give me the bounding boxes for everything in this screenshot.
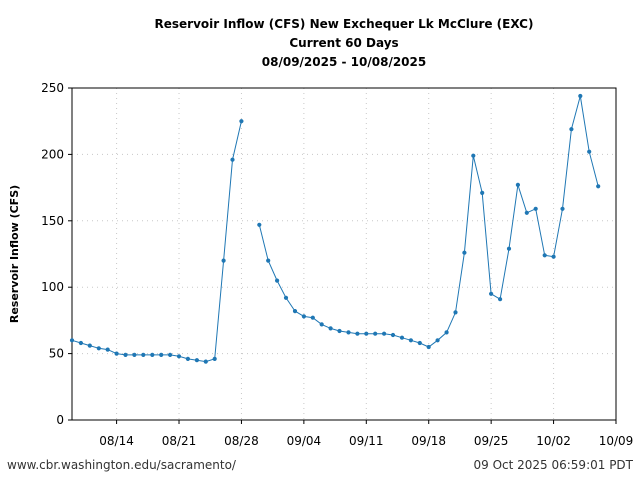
data-point — [203, 359, 208, 364]
data-point — [87, 343, 92, 348]
data-point — [132, 352, 137, 358]
data-point — [212, 356, 217, 362]
x-tick-label: 09/18 — [411, 434, 446, 448]
y-tick-label: 50 — [49, 347, 64, 361]
data-point — [319, 322, 324, 327]
data-point — [587, 149, 592, 154]
data-point — [141, 352, 146, 358]
data-point — [533, 206, 538, 211]
x-tick-label: 08/21 — [162, 434, 197, 448]
data-point — [328, 326, 333, 331]
chart-title-line-2: Current 60 Days — [289, 36, 398, 50]
data-point — [578, 93, 583, 99]
series-line-segment — [71, 121, 242, 363]
x-tick-label: 09/04 — [287, 434, 322, 448]
series-inflow — [69, 93, 601, 364]
x-tick-label: 09/25 — [474, 434, 509, 448]
data-point — [462, 250, 467, 255]
data-point — [524, 210, 529, 215]
data-point — [489, 291, 494, 296]
data-point — [96, 346, 101, 351]
data-point — [498, 297, 503, 302]
y-tick-label: 0 — [56, 413, 64, 427]
data-point — [373, 331, 378, 336]
x-tick-label: 10/09 — [599, 434, 634, 448]
data-point — [408, 338, 414, 343]
x-tick-label: 08/28 — [224, 434, 259, 448]
chart-title: Reservoir Inflow (CFS) New Exchequer Lk … — [155, 17, 534, 69]
footer-source-url: www.cbr.washington.edu/sacramento/ — [7, 458, 236, 472]
data-point — [221, 258, 226, 263]
data-point — [515, 182, 521, 187]
data-point — [435, 338, 440, 343]
x-tick-label: 08/14 — [99, 434, 134, 448]
data-point — [105, 347, 110, 352]
data-point — [239, 119, 244, 124]
data-point — [283, 295, 289, 300]
y-tick-label: 150 — [41, 214, 64, 228]
data-point — [275, 278, 280, 283]
x-axis: 08/14 08/21 08/28 09/04 09/11 09/18 09/25 10/02… — [99, 420, 633, 448]
footer-timestamp: 09 Oct 2025 06:59:01 PDT — [473, 458, 633, 472]
y-tick-label: 200 — [41, 147, 64, 161]
data-point — [150, 352, 155, 358]
data-point — [159, 352, 164, 358]
data-point — [337, 328, 342, 334]
chart-title-line-3: 08/09/2025 - 10/08/2025 — [262, 55, 426, 69]
plot-frame — [71, 87, 617, 421]
data-point — [355, 331, 360, 336]
data-point — [78, 340, 83, 346]
data-point — [257, 222, 262, 227]
data-point — [230, 157, 235, 162]
data-point — [596, 184, 601, 189]
data-point — [382, 331, 387, 336]
data-point — [453, 310, 458, 315]
data-point — [185, 356, 190, 362]
data-point — [560, 206, 565, 211]
data-point — [390, 332, 396, 338]
data-point — [426, 344, 431, 350]
data-point — [176, 354, 182, 359]
data-point — [471, 153, 476, 158]
chart-title-line-1: Reservoir Inflow (CFS) New Exchequer Lk … — [155, 17, 534, 31]
data-point — [301, 314, 307, 319]
data-point — [292, 309, 298, 314]
x-tick-label: 10/02 — [536, 434, 571, 448]
y-axis: 0 50 100 150 200 250 — [41, 81, 72, 427]
data-point — [480, 190, 485, 195]
data-point — [123, 352, 128, 358]
y-tick-label: 100 — [41, 280, 64, 294]
data-point — [310, 315, 315, 320]
data-point — [194, 358, 199, 363]
data-point — [364, 331, 369, 336]
data-point — [444, 330, 449, 335]
data-point — [506, 246, 512, 251]
y-tick-label: 250 — [41, 81, 64, 95]
data-point — [542, 253, 547, 258]
y-axis-label: Reservoir Inflow (CFS) — [8, 185, 21, 323]
data-point — [399, 335, 405, 340]
data-point — [168, 352, 173, 358]
data-point — [266, 258, 271, 263]
grid — [72, 88, 616, 420]
data-point — [114, 351, 119, 356]
data-point — [417, 340, 422, 346]
data-point — [346, 330, 351, 335]
x-tick-label: 09/11 — [349, 434, 384, 448]
data-point — [551, 254, 556, 259]
data-point — [569, 127, 574, 132]
data-point — [69, 338, 75, 343]
